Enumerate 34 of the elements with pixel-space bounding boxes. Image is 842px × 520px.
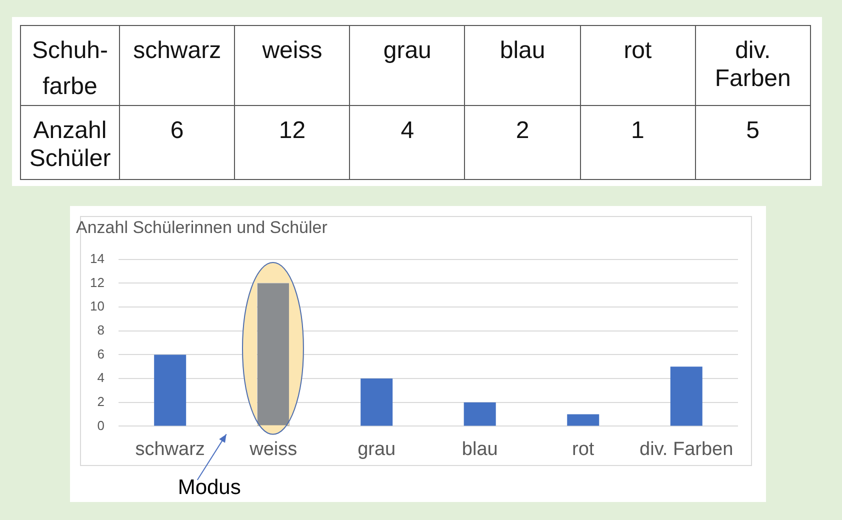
x-tick-label: blau (462, 438, 498, 460)
x-tick-label: rot (580, 26, 696, 106)
y-tick-label: 12 (90, 274, 104, 290)
y-tick-label: 10 (90, 298, 104, 314)
bar (670, 366, 702, 426)
text: Schuh-farbe (20, 26, 120, 106)
y-tick-label: 6 (97, 346, 104, 362)
x-tick-label: div. Farben (640, 438, 734, 460)
x-tick-label: rot (572, 438, 595, 460)
data-label: 2 (464, 106, 580, 180)
x-tick-label: div. Farben (695, 26, 810, 106)
text: Modus (178, 476, 241, 499)
y-tick-label: 8 (97, 322, 104, 338)
data-label: 12 (234, 106, 350, 180)
x-tick-label: weiss (234, 26, 350, 106)
x-tick-label: blau (464, 26, 580, 106)
y-tick-label: 4 (97, 370, 104, 386)
chart-title: Anzahl Schülerinnen und Schüler (76, 218, 328, 237)
x-tick-label: grau (358, 438, 396, 460)
x-tick-label: weiss (248, 438, 298, 460)
y-tick-label: 14 (90, 250, 104, 266)
x-tick-label: schwarz (135, 438, 205, 460)
data-label: 1 (580, 106, 696, 180)
bar (154, 354, 186, 426)
y-tick-label: 2 (97, 394, 104, 409)
data-label: 4 (350, 106, 465, 180)
x-tick-label: schwarz (120, 26, 235, 106)
bar (360, 378, 393, 426)
data-label: 5 (695, 106, 810, 180)
bar (567, 414, 600, 426)
bar (464, 402, 496, 426)
x-tick-label: grau (350, 26, 465, 106)
y-tick-label: 0 (97, 418, 104, 433)
y-tick-label: Anzahl Schüler (20, 106, 120, 180)
